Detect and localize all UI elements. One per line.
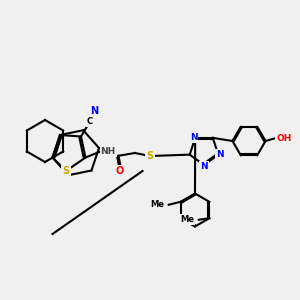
Text: Me: Me bbox=[180, 215, 194, 224]
Text: S: S bbox=[146, 151, 154, 161]
Text: Me: Me bbox=[150, 200, 164, 209]
Text: OH: OH bbox=[276, 134, 291, 142]
Text: C: C bbox=[87, 117, 93, 126]
Text: S: S bbox=[62, 166, 70, 176]
Text: N: N bbox=[190, 134, 197, 142]
Text: O: O bbox=[116, 166, 124, 176]
Text: N: N bbox=[216, 150, 224, 159]
Text: NH: NH bbox=[100, 147, 116, 156]
Text: N: N bbox=[90, 106, 99, 116]
Text: N: N bbox=[200, 162, 208, 171]
